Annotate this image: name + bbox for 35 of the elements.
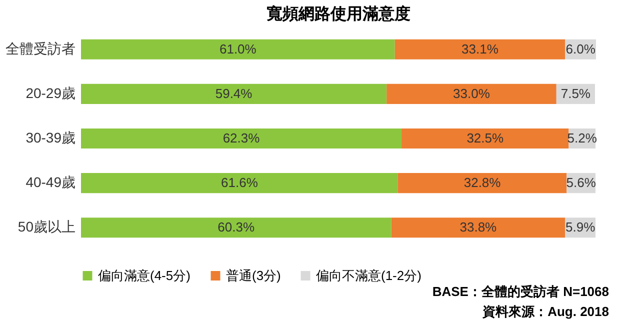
bar bbox=[81, 218, 392, 238]
y-tick-label: 全體受訪者 bbox=[6, 40, 76, 56]
data-label: 32.8% bbox=[464, 175, 502, 190]
chart-title: 寬頻網路使用滿意度 bbox=[266, 4, 410, 23]
y-tick-label: 50歲以上 bbox=[18, 218, 76, 235]
bar bbox=[81, 128, 402, 149]
source-note: 資料來源：Aug. 2018 bbox=[482, 303, 609, 321]
bar bbox=[398, 173, 567, 194]
data-label: 7.5% bbox=[560, 86, 591, 101]
data-label: 5.9% bbox=[565, 220, 596, 235]
text: BASE：全體的受訪者 N=1068 bbox=[432, 283, 609, 301]
data-label: 33.1% bbox=[462, 41, 499, 56]
bar bbox=[81, 39, 395, 60]
data-label: 6.0% bbox=[566, 41, 596, 56]
data-label: 32.5% bbox=[466, 130, 504, 146]
data-label: 59.4% bbox=[215, 86, 253, 101]
data-label: 33.0% bbox=[453, 86, 490, 101]
bar bbox=[81, 84, 387, 104]
bar bbox=[81, 173, 398, 194]
data-label: 61.0% bbox=[219, 41, 257, 56]
legend-label: 偏向不滿意(1-2分) bbox=[316, 268, 422, 283]
y-tick-label: 30-39歲 bbox=[26, 130, 76, 146]
data-label: 5.6% bbox=[566, 175, 596, 190]
bar bbox=[386, 84, 556, 104]
bar bbox=[391, 218, 566, 238]
bar bbox=[394, 39, 566, 60]
y-tick-label: 20-29歲 bbox=[26, 84, 76, 101]
data-label: 62.3% bbox=[222, 130, 260, 146]
data-label: 60.3% bbox=[218, 220, 255, 235]
legend-label: 偏向滿意(4-5分) bbox=[98, 268, 190, 283]
data-label: 33.8% bbox=[460, 220, 498, 235]
data-label: 61.6% bbox=[221, 175, 258, 190]
bar bbox=[402, 128, 569, 149]
y-tick-label: 40-49歲 bbox=[26, 174, 76, 190]
legend-label: 普通(3分) bbox=[226, 268, 281, 283]
